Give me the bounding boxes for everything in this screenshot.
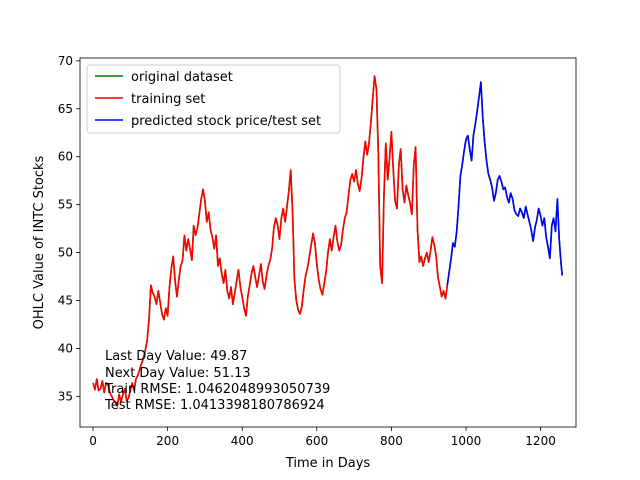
y-tick-label: 60 (58, 150, 73, 164)
series-training-line (92, 75, 449, 407)
annotation-test-rmse: Test RMSE: 1.0413398180786924 (104, 398, 325, 413)
y-tick-label: 65 (58, 102, 73, 116)
legend: original dataset training set predicted … (86, 64, 341, 134)
y-tick-label: 45 (58, 293, 73, 307)
x-tick-label: 800 (380, 434, 403, 448)
x-tick-label: 400 (231, 434, 254, 448)
annotation-train-rmse: Train RMSE: 1.0462048993050739 (104, 382, 330, 397)
x-tick-label: 1200 (525, 434, 556, 448)
y-tick-label: 55 (58, 198, 73, 212)
x-tick-label: 200 (156, 434, 179, 448)
legend-label-test: predicted stock price/test set (131, 114, 321, 129)
legend-label-training: training set (131, 92, 205, 107)
x-tick-label: 0 (89, 434, 97, 448)
plot-frame (79, 57, 577, 428)
y-tick-label: 40 (58, 341, 73, 355)
legend-box (86, 64, 341, 134)
y-tick-label: 35 (58, 389, 73, 403)
annotation-last-day: Last Day Value: 49.87 (105, 349, 247, 364)
y-tick-label: 50 (58, 246, 73, 260)
annotation-next-day: Next Day Value: 51.13 (105, 366, 251, 381)
y-axis-label: OHLC Value of INTC Stocks (32, 155, 47, 329)
legend-label-original: original dataset (131, 70, 233, 85)
x-tick-label: 600 (305, 434, 328, 448)
x-axis-label: Time in Days (285, 456, 371, 471)
y-tick-label: 70 (58, 54, 73, 68)
series-test-line (446, 81, 563, 286)
annotation-block: Last Day Value: 49.87 Next Day Value: 51… (104, 349, 330, 413)
x-tick-label: 1000 (451, 434, 482, 448)
